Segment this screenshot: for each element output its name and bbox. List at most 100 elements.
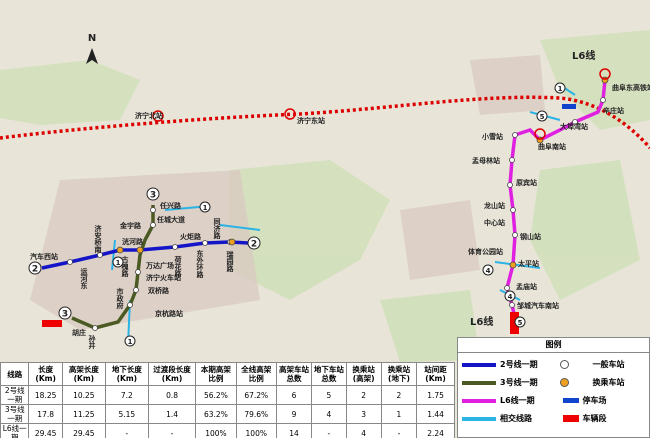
table-cell: 1.44 xyxy=(416,404,455,424)
station-label: 钢山站 xyxy=(520,232,541,241)
table-cell: 2号线一期 xyxy=(0,385,30,405)
legend-item: 2号线一期 xyxy=(462,357,554,372)
table-cell: 6 xyxy=(275,385,313,405)
station-label: 小雪站 xyxy=(481,132,503,141)
station-label: 任城大道 xyxy=(156,215,185,224)
station-label: 龙山站 xyxy=(483,201,505,210)
table-cell: 5 xyxy=(311,385,347,405)
legend-swatch xyxy=(462,362,496,367)
table-cell: 11.25 xyxy=(61,404,106,424)
legend-swatch xyxy=(559,378,569,387)
header-cell: 换乘站(地下) xyxy=(380,362,418,386)
header-cell: 高架车站总数 xyxy=(275,362,313,386)
badge-label: 5 xyxy=(518,319,523,327)
line-3 xyxy=(71,205,155,330)
compass xyxy=(86,48,98,64)
green-areas xyxy=(0,30,650,362)
header-cell: 长度(Km) xyxy=(28,362,63,386)
station-label: 双桥路 xyxy=(148,286,170,295)
legend-label: 一般车站 xyxy=(592,360,625,369)
legend-swatch xyxy=(462,398,496,403)
table-cell: 2 xyxy=(345,385,382,405)
rail-station-icons xyxy=(152,68,611,140)
table-cell: 63.2% xyxy=(195,404,237,424)
badge-label: 1 xyxy=(116,259,121,267)
line-label: L6线 xyxy=(572,49,595,62)
table-cell: 4 xyxy=(345,423,382,438)
stations xyxy=(67,97,606,331)
table-cell: 5.15 xyxy=(104,404,149,424)
legend-item: 换乘车站 xyxy=(554,375,646,390)
station-label: 运河东 xyxy=(80,268,89,290)
header-row: 线路 长度(Km) 高架长度(Km) 地下长度(Km) 过渡段长度(Km) 本期高架比例全… xyxy=(0,362,455,386)
station-label: 大埠湾站 xyxy=(560,122,588,131)
badge-label: 3 xyxy=(150,191,156,201)
table-cell: 29.45 xyxy=(28,423,63,438)
table-cell: 79.6% xyxy=(235,404,277,424)
legend-item: 相交线路 xyxy=(462,411,554,426)
badges xyxy=(28,82,566,347)
table-cell: - xyxy=(311,423,347,438)
station-label: 任兴路 xyxy=(159,201,182,210)
table-cell: - xyxy=(147,423,197,438)
table-cell: - xyxy=(104,423,149,438)
table-cell: 1 xyxy=(380,404,418,424)
header-cell: 全线高架比例 xyxy=(235,362,277,386)
legend-swatch xyxy=(462,380,496,385)
legend-item: 3号线一期 xyxy=(462,375,554,390)
station-label: 胡庄 xyxy=(72,328,86,337)
table-cell: 29.45 xyxy=(61,423,106,438)
station-label: 曲阜南站 xyxy=(538,142,566,151)
railway xyxy=(0,95,650,150)
table-cell: 1.4 xyxy=(147,404,197,424)
table-cell: 100% xyxy=(195,423,237,438)
legend-item: 一般车站 xyxy=(554,357,646,372)
table-cell: 100% xyxy=(235,423,277,438)
legend-title: 图例 xyxy=(458,338,649,353)
station-label: 辛庄站 xyxy=(603,106,624,115)
station-label: 孟母林站 xyxy=(472,156,500,165)
header-cell: 过渡段长度(Km) xyxy=(147,362,197,386)
legend-swatch xyxy=(462,416,496,421)
station-label: 市政府 xyxy=(116,287,125,310)
station-label: 太平站 xyxy=(518,259,539,268)
header-cell: 换乘站(高架) xyxy=(345,362,382,386)
table-cell: 17.8 xyxy=(28,404,63,424)
badge-label: 4 xyxy=(508,293,513,301)
table-cell: 1.75 xyxy=(416,385,455,405)
station-label: 孙井 xyxy=(88,334,96,350)
table-cell: 10.25 xyxy=(61,385,106,405)
table-cell: 4 xyxy=(311,404,347,424)
compass-label: N xyxy=(88,33,96,44)
badge-label: 3 xyxy=(62,310,68,320)
header-cell: 高架长度(Km) xyxy=(61,362,106,386)
station-label: 火炬路 xyxy=(180,232,202,241)
station-label: 汽车西站 xyxy=(30,252,58,261)
header-cell: 地下车站总数 xyxy=(311,362,347,386)
legend-label: L6线一期 xyxy=(500,396,535,405)
station-labels: 汽车西站 运河东 济安桥南 古槐路 万达广场 火炬路 东外环路 同济路 瑞园路 … xyxy=(30,83,650,350)
station-label: 古槐路 xyxy=(121,255,130,278)
header-cell: 本期高架比例 xyxy=(195,362,237,386)
table-cell: 0.8 xyxy=(147,385,197,405)
stats-table: 线路 长度(Km) 高架长度(Km) 地下长度(Km) 过渡段长度(Km) 本期高架比例全… xyxy=(0,362,455,438)
legend-item: L6线一期 xyxy=(462,393,554,408)
table-cell: 56.2% xyxy=(195,385,237,405)
station-label: 中心站 xyxy=(484,218,505,227)
badge-label: 4 xyxy=(486,267,491,275)
legend: 图例 2号线一期 一般车站 3号线一期 换乘车站 L6线一期 停车场相交线路 车辆段 xyxy=(457,337,650,438)
legend-label: 停车场 xyxy=(582,396,607,405)
table-cell: 7.2 xyxy=(104,385,149,405)
station-label: 金宇路 xyxy=(119,221,142,230)
line-l6 xyxy=(505,79,607,319)
legend-label: 换乘车站 xyxy=(592,378,625,387)
table-cell: 18.25 xyxy=(28,385,63,405)
legend-label: 2号线一期 xyxy=(500,360,538,369)
header-cell: 线路 xyxy=(0,362,30,386)
table-cell: 2 xyxy=(380,385,418,405)
station-label: 东外环路 xyxy=(196,249,205,279)
station-label: 万达广场 xyxy=(145,261,174,270)
table-cell: 3 xyxy=(345,404,382,424)
legend-item: 车辆段 xyxy=(554,411,646,426)
